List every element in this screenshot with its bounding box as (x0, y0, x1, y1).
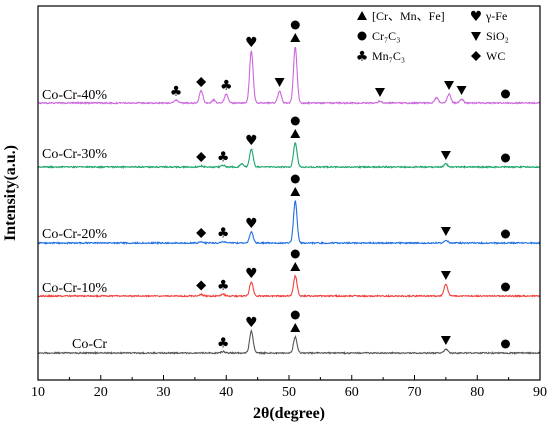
x-axis-ticks: 10 20 30 40 50 60 70 80 90 (31, 375, 547, 400)
club-marker: ♣ (356, 49, 369, 65)
club-marker: ♣ (170, 84, 183, 100)
legend-entry-label: [Cr、Mn、Fe] (372, 9, 445, 23)
legend-entry-label: WC (486, 49, 505, 63)
down-triangle-marker (440, 271, 451, 280)
series-line (37, 200, 541, 246)
club-marker: ♣ (217, 278, 230, 294)
x-tick-label: 90 (533, 385, 547, 400)
y-axis-title: Intensity(a.u.) (2, 145, 19, 241)
x-axis-title: 2θ(degree) (253, 405, 325, 422)
down-triangle-marker (456, 86, 467, 95)
down-triangle-marker (374, 88, 385, 97)
series-label: Co-Cr-20% (42, 227, 107, 242)
diamond-marker (471, 51, 481, 61)
triangle-marker (290, 323, 301, 332)
down-triangle-marker (440, 336, 451, 345)
down-triangle-marker (440, 227, 451, 236)
diamond-marker (196, 280, 207, 291)
legend: [Cr、Mn、Fe] ♥ γ-Fe Cr₇C₃ SiO₂ ♣ Mn₇C₃ WC (356, 9, 509, 65)
x-tick-label: 50 (282, 385, 296, 400)
circle-marker (290, 310, 300, 320)
heart-marker: ♥ (245, 133, 258, 149)
x-tick-label: 10 (31, 385, 45, 400)
series-labels: Co-Cr Co-Cr-10% Co-Cr-20% Co-Cr-30% Co-Cr-40… (42, 88, 107, 352)
circle-marker (500, 282, 510, 292)
markers-layer: ♣ ♥ ♣ ♥ ♣ ♥ ♣ ♥ ♣ ♣ ♥ (170, 20, 510, 352)
series-label: Co-Cr (72, 337, 107, 352)
circle-marker (500, 339, 510, 349)
club-marker: ♣ (217, 226, 230, 242)
series-line (37, 274, 541, 298)
triangle-marker (290, 187, 301, 196)
legend-entry-label: γ-Fe (485, 9, 507, 23)
series-label: Co-Cr-10% (42, 281, 107, 296)
series-line (37, 329, 541, 356)
heart-marker: ♥ (470, 9, 483, 25)
heart-marker: ♥ (245, 216, 258, 232)
triangle-marker (357, 11, 367, 20)
club-marker: ♣ (217, 150, 230, 166)
series-label: Co-Cr-40% (42, 88, 107, 103)
x-tick-label: 80 (470, 385, 484, 400)
circle-marker (290, 174, 300, 184)
triangle-marker (290, 129, 301, 138)
x-tick-label: 20 (94, 385, 108, 400)
x-tick-label: 30 (157, 385, 171, 400)
club-marker: ♣ (217, 336, 230, 352)
circle-marker (500, 229, 510, 239)
heart-marker: ♥ (245, 315, 258, 331)
curves-layer (37, 46, 541, 356)
series-line (37, 46, 541, 105)
down-triangle-marker (471, 32, 481, 41)
triangle-marker (290, 262, 301, 271)
circle-marker (500, 153, 510, 163)
triangle-marker (290, 33, 301, 42)
circle-marker (290, 249, 300, 259)
heart-marker: ♥ (245, 266, 258, 282)
diamond-marker (196, 152, 207, 162)
down-triangle-marker (444, 81, 455, 90)
legend-entry-label: Cr₇C₃ (372, 29, 400, 43)
legend-entry-label: SiO₂ (486, 29, 509, 43)
down-triangle-marker (440, 151, 451, 160)
circle-marker (290, 116, 300, 126)
club-marker: ♣ (220, 78, 233, 94)
circle-marker (357, 31, 367, 41)
circle-marker (500, 89, 510, 99)
x-tick-label: 60 (345, 385, 359, 400)
diamond-marker (196, 228, 207, 238)
x-tick-label: 70 (408, 385, 422, 400)
series-line (37, 142, 541, 170)
circle-marker (290, 20, 300, 30)
x-tick-label: 40 (219, 385, 233, 400)
plot-frame (37, 5, 541, 381)
down-triangle-marker (274, 78, 285, 87)
series-label: Co-Cr-30% (42, 147, 107, 162)
legend-entry-label: Mn₇C₃ (372, 49, 405, 63)
diamond-marker (196, 77, 207, 87)
heart-marker: ♥ (245, 35, 258, 51)
